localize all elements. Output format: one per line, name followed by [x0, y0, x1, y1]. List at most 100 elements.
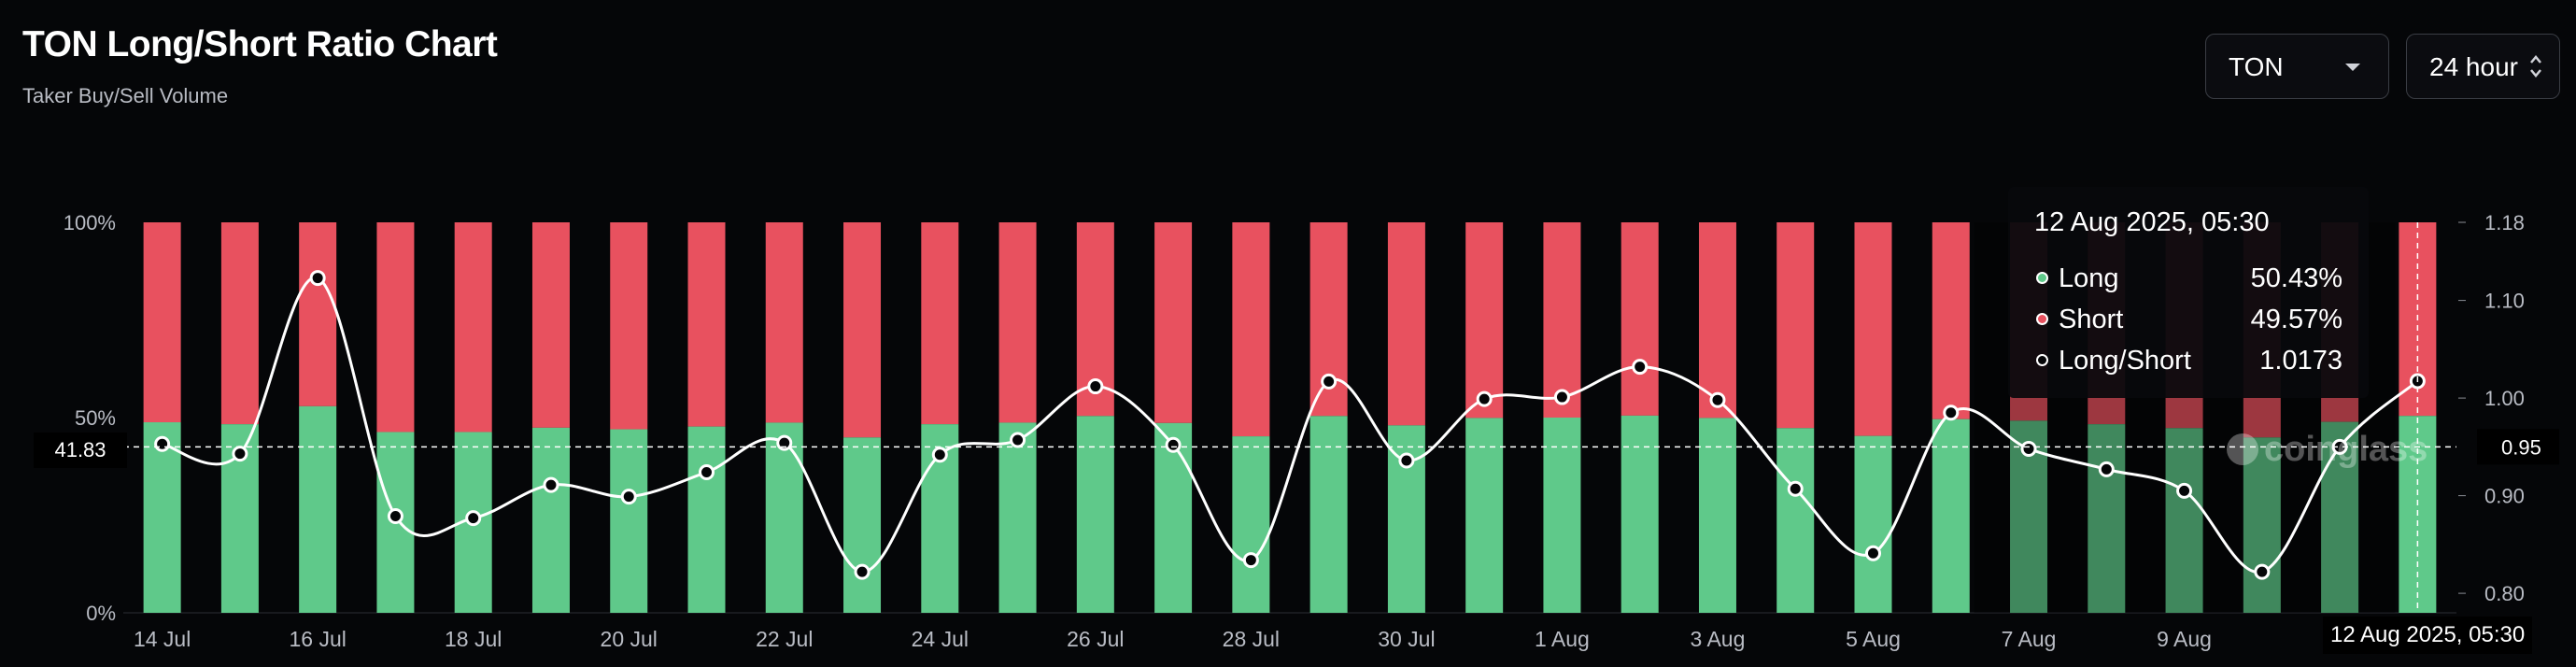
ratio-point [154, 435, 171, 452]
ratio-point [931, 447, 948, 463]
y-right-tick-label: 0.90 [2484, 485, 2525, 508]
long-bar [299, 405, 337, 613]
long-bar [531, 427, 570, 613]
ratio-point [2020, 440, 2037, 457]
ratio-line [154, 270, 2426, 580]
tooltip-row-long: Long 50.43% [2034, 263, 2342, 297]
x-tick-label: 3 Aug [1691, 627, 1746, 651]
short-bar [610, 222, 648, 430]
long-bar [1776, 428, 1815, 613]
long-bar [1232, 436, 1270, 613]
short-bar [1932, 222, 1970, 419]
short-bar [454, 222, 492, 433]
ratio-point [2254, 563, 2271, 580]
long-dot-icon [2036, 272, 2048, 284]
chevron-down-icon [2345, 64, 2360, 71]
x-tick-label: 18 Jul [445, 627, 502, 651]
y-left-tick-label: 100% [64, 211, 116, 234]
ratio-point [1242, 552, 1259, 569]
x-tick-label: 9 Aug [2157, 627, 2212, 651]
ratio-point [1476, 390, 1493, 407]
long-bar [1543, 418, 1581, 613]
coinglass-logo-icon [2227, 433, 2258, 465]
short-bar [1543, 222, 1581, 418]
symbol-select-value: TON [2229, 52, 2284, 81]
ratio-point [1865, 545, 1881, 561]
long-bar [1698, 418, 1736, 613]
ratio-point [1787, 480, 1804, 497]
crosshair-right-value: 0.95 [2501, 435, 2541, 459]
x-tick-label: 24 Jul [912, 627, 969, 651]
period-select-value: 24 hour [2429, 52, 2518, 81]
long-bar [765, 422, 803, 613]
long-bar [1465, 418, 1504, 613]
page-subtitle: Taker Buy/Sell Volume [22, 84, 229, 107]
y-left-tick-label: 0% [86, 602, 116, 625]
tooltip-value: 49.57% [2250, 305, 2342, 334]
page-title: TON Long/Short Ratio Chart [22, 24, 498, 64]
tooltip-value: 1.0173 [2259, 346, 2342, 376]
ratio-dot-icon [2036, 354, 2048, 366]
long-bar [2088, 424, 2126, 613]
ratio-point [699, 464, 715, 481]
long-bar [1621, 415, 1659, 613]
ratio-point [1943, 404, 1960, 421]
y-right-tick-label: 1.10 [2484, 290, 2525, 313]
long-bar [2243, 437, 2281, 613]
short-bar [1698, 222, 1736, 419]
crosshair-x-label: 12 Aug 2025, 05:30 [2323, 617, 2533, 654]
long-bar [1076, 416, 1114, 613]
ratio-point [1632, 359, 1649, 376]
ratio-point [1321, 373, 1338, 390]
x-tick-label: 16 Jul [289, 627, 346, 651]
short-bar [1465, 222, 1504, 419]
short-bar [687, 222, 726, 427]
ratio-point [1165, 436, 1182, 453]
x-tick-label: 30 Jul [1378, 627, 1435, 651]
y-right-tick-label: 1.18 [2484, 211, 2525, 234]
axis-labels: 0% 50% 100% 0.80 0.90 1.00 1.10 1.18 14 Jul 16 Ju… [64, 211, 2525, 651]
short-bar [998, 222, 1037, 423]
tooltip: 12 Aug 2025, 05:30 Long 50.43% Short 49.… [2008, 187, 2369, 398]
tooltip-date: 12 Aug 2025, 05:30 [2034, 207, 2270, 237]
ratio-point [620, 489, 637, 505]
ratio-point [465, 510, 482, 527]
symbol-select[interactable]: TON [2205, 34, 2389, 99]
x-tick-label: 14 Jul [134, 627, 191, 651]
crosshair-right-badge [2477, 429, 2559, 465]
y-right-tick-label: 1.00 [2484, 387, 2525, 410]
up-down-arrows-icon [2529, 50, 2542, 83]
short-bar [220, 222, 259, 425]
ratio-point [387, 508, 403, 525]
period-select[interactable]: 24 hour [2406, 34, 2560, 99]
short-bar [1776, 222, 1815, 429]
tooltip-value: 50.43% [2250, 263, 2342, 293]
ratio-point [2098, 461, 2115, 477]
long-bar [1154, 422, 1193, 613]
short-bar [1854, 222, 1892, 436]
x-tick-label: 7 Aug [2002, 627, 2057, 651]
short-bar [299, 222, 337, 406]
short-bar [843, 222, 882, 438]
x-tick-label: 26 Jul [1067, 627, 1124, 651]
long-bar [2165, 428, 2203, 613]
x-tick-label: 22 Jul [756, 627, 813, 651]
long-bar [143, 422, 181, 613]
x-tick-label: 28 Jul [1223, 627, 1280, 651]
long-bar [1932, 419, 1970, 613]
long-bar [843, 437, 882, 613]
watermark: coinglass [2227, 430, 2427, 470]
short-bar [1154, 222, 1193, 423]
short-bar [376, 222, 415, 433]
long-bar [998, 422, 1037, 613]
ratio-point [1398, 452, 1415, 469]
short-bar [921, 222, 959, 425]
tooltip-row-short: Short 49.57% [2034, 305, 2342, 338]
ratio-point [543, 476, 559, 493]
long-bar [1854, 435, 1892, 613]
short-bar [531, 222, 570, 428]
short-bar [143, 222, 181, 423]
crosshair-left-value: 41.83 [34, 433, 127, 468]
ratio-point [1010, 432, 1026, 448]
ratio-point [309, 270, 326, 287]
